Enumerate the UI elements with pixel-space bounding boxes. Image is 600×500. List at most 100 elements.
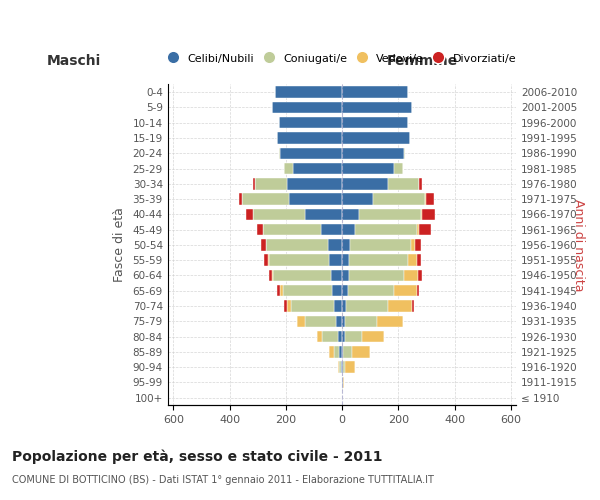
- Bar: [349, 270, 404, 281]
- Bar: [297, 316, 305, 327]
- Bar: [345, 362, 355, 373]
- Bar: [305, 208, 342, 220]
- Bar: [272, 102, 342, 113]
- Bar: [342, 178, 388, 190]
- Bar: [289, 194, 342, 205]
- Bar: [293, 163, 342, 174]
- Bar: [339, 346, 342, 358]
- Bar: [332, 285, 342, 296]
- Bar: [334, 346, 339, 358]
- Bar: [342, 194, 373, 205]
- Bar: [342, 254, 349, 266]
- Bar: [266, 239, 328, 250]
- Bar: [338, 362, 339, 373]
- Bar: [273, 270, 331, 281]
- Bar: [242, 194, 289, 205]
- Bar: [279, 148, 280, 159]
- Bar: [416, 254, 421, 266]
- Bar: [338, 331, 342, 342]
- Bar: [404, 270, 418, 281]
- Text: Femmine: Femmine: [386, 54, 458, 68]
- Bar: [342, 224, 355, 235]
- Bar: [362, 331, 384, 342]
- Bar: [342, 163, 394, 174]
- Bar: [394, 285, 416, 296]
- Bar: [342, 346, 343, 358]
- Bar: [342, 102, 412, 113]
- Bar: [342, 316, 345, 327]
- Bar: [342, 117, 408, 128]
- Bar: [352, 346, 370, 358]
- Bar: [404, 148, 406, 159]
- Bar: [411, 239, 415, 250]
- Bar: [280, 148, 342, 159]
- Bar: [257, 224, 263, 235]
- Bar: [377, 316, 403, 327]
- Bar: [418, 270, 422, 281]
- Bar: [284, 300, 287, 312]
- Bar: [421, 208, 422, 220]
- Bar: [342, 208, 359, 220]
- Bar: [287, 300, 292, 312]
- Bar: [342, 132, 410, 143]
- Bar: [412, 300, 414, 312]
- Bar: [329, 254, 342, 266]
- Bar: [342, 239, 350, 250]
- Bar: [280, 285, 283, 296]
- Bar: [262, 239, 266, 250]
- Bar: [416, 285, 419, 296]
- Bar: [321, 224, 342, 235]
- Bar: [277, 132, 342, 143]
- Legend: Celibi/Nubili, Coniugati/e, Vedovi/e, Divorziati/e: Celibi/Nubili, Coniugati/e, Vedovi/e, Di…: [163, 48, 521, 68]
- Bar: [342, 270, 349, 281]
- Bar: [322, 331, 338, 342]
- Bar: [342, 86, 408, 98]
- Bar: [349, 254, 408, 266]
- Bar: [279, 117, 342, 128]
- Bar: [284, 163, 293, 174]
- Bar: [419, 224, 431, 235]
- Y-axis label: Anni di nascita: Anni di nascita: [572, 198, 585, 291]
- Bar: [305, 316, 337, 327]
- Bar: [246, 208, 253, 220]
- Text: COMUNE DI BOTTICINO (BS) - Dati ISTAT 1° gennaio 2011 - Elaborazione TUTTITALIA.: COMUNE DI BOTTICINO (BS) - Dati ISTAT 1°…: [12, 475, 434, 485]
- Bar: [345, 316, 377, 327]
- Bar: [337, 316, 342, 327]
- Bar: [373, 194, 425, 205]
- Text: Maschi: Maschi: [46, 54, 101, 68]
- Bar: [263, 224, 321, 235]
- Bar: [264, 254, 268, 266]
- Bar: [342, 285, 347, 296]
- Bar: [341, 362, 342, 373]
- Bar: [342, 148, 404, 159]
- Bar: [272, 270, 273, 281]
- Bar: [355, 224, 416, 235]
- Bar: [408, 254, 416, 266]
- Bar: [334, 300, 342, 312]
- Bar: [346, 300, 388, 312]
- Bar: [422, 208, 435, 220]
- Bar: [347, 285, 394, 296]
- Bar: [415, 239, 421, 250]
- Bar: [359, 208, 421, 220]
- Bar: [317, 331, 322, 342]
- Bar: [239, 194, 242, 205]
- Bar: [287, 178, 342, 190]
- Text: Popolazione per età, sesso e stato civile - 2011: Popolazione per età, sesso e stato civil…: [12, 450, 383, 464]
- Bar: [275, 86, 342, 98]
- Bar: [350, 239, 411, 250]
- Bar: [328, 239, 342, 250]
- Bar: [269, 270, 272, 281]
- Bar: [255, 178, 287, 190]
- Bar: [342, 362, 343, 373]
- Bar: [253, 178, 255, 190]
- Bar: [329, 346, 334, 358]
- Bar: [388, 300, 412, 312]
- Bar: [269, 254, 329, 266]
- Bar: [388, 178, 419, 190]
- Bar: [292, 300, 334, 312]
- Bar: [331, 270, 342, 281]
- Bar: [253, 208, 305, 220]
- Bar: [425, 194, 434, 205]
- Bar: [268, 254, 269, 266]
